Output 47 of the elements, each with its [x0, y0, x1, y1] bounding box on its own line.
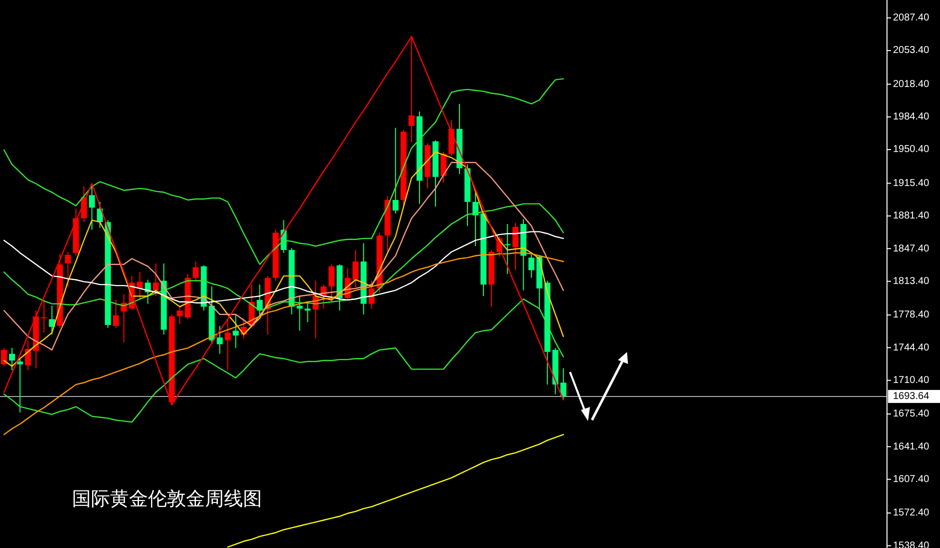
- candlestick: [40, 299, 47, 334]
- candlestick: [216, 325, 223, 354]
- candlestick: [472, 192, 478, 247]
- y-tick-label: 1675.40: [893, 408, 930, 420]
- candlestick: [392, 127, 399, 214]
- y-tick-label: 1572.40: [893, 508, 930, 519]
- y-tick-label: 1847.40: [893, 243, 930, 254]
- candlestick: [112, 299, 119, 328]
- y-tick-label: 2018.40: [893, 78, 930, 90]
- candlestick: [408, 36, 415, 143]
- y-tick-label: 1607.40: [893, 474, 930, 485]
- candlestick: [88, 183, 95, 230]
- candlestick: [16, 358, 23, 413]
- candlestick: [304, 301, 311, 323]
- candlestick: [136, 272, 143, 300]
- candlestick: [48, 305, 55, 336]
- y-tick-label: 1950.40: [893, 144, 930, 156]
- candlestick: [192, 261, 199, 282]
- y-tick-label: 1915.40: [893, 178, 930, 189]
- candlestick: [8, 348, 15, 371]
- candlestick: [560, 368, 566, 400]
- y-tick-label: 1710.40: [893, 374, 930, 386]
- candlestick: [528, 254, 534, 278]
- y-tick-label: 1744.40: [893, 342, 930, 354]
- candlestick: [24, 340, 31, 371]
- candlestick: [224, 320, 231, 371]
- y-tick-label: 1813.40: [893, 276, 930, 287]
- candlestick: [152, 262, 159, 297]
- y-tick-label: 1881.40: [893, 210, 930, 222]
- candlestick: [176, 305, 183, 324]
- candlestick: [296, 296, 303, 332]
- candlestick: [232, 314, 239, 349]
- text: 国际黄金伦敦金周线图: [72, 489, 262, 510]
- candlestick: [352, 249, 359, 288]
- y-tick-label: 1538.40: [893, 540, 930, 548]
- candlestick: [144, 279, 151, 304]
- candlestick: [328, 264, 335, 302]
- ref-line-label: 1693.64: [893, 391, 930, 402]
- candlestick: [0, 348, 7, 367]
- y-tick-label: 1641.40: [893, 441, 930, 452]
- candlestick: [512, 222, 518, 271]
- candlestick: [504, 224, 510, 274]
- y-tick-label: 1778.40: [893, 310, 930, 321]
- y-tick-label: 2053.40: [893, 45, 930, 56]
- candlestick: [64, 251, 71, 287]
- y-tick-label: 2087.40: [893, 12, 930, 24]
- y-tick-label: 1984.40: [893, 112, 930, 123]
